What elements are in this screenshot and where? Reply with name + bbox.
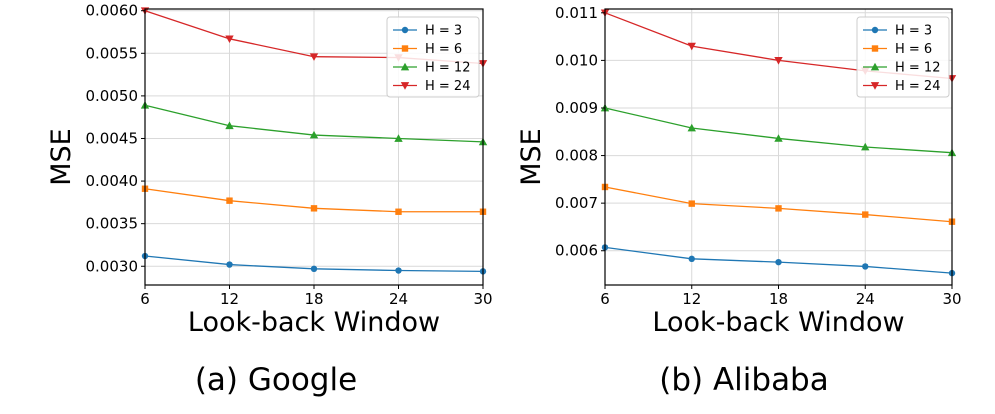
data-point: [862, 263, 869, 270]
legend-marker: [400, 62, 410, 71]
y-tick-label: 0.0040: [86, 172, 139, 190]
legend: H = 3 H = 6 H = 12 H = 24: [856, 16, 950, 98]
data-point: [394, 134, 403, 142]
data-point: [774, 134, 783, 142]
y-tick-label: 0.0030: [86, 257, 139, 275]
y-tick-label: 0.009: [555, 99, 598, 117]
legend-marker: [870, 82, 880, 90]
data-point: [862, 211, 869, 218]
legend-marker: [871, 45, 879, 52]
x-tick-label: 30: [942, 290, 961, 308]
y-axis-label: MSE: [516, 128, 547, 186]
x-tick-label: 18: [769, 290, 788, 308]
y-tick-label: 0.0060: [86, 2, 139, 20]
y-tick-label: 0.008: [555, 147, 598, 165]
y-tick-label: 0.0045: [86, 129, 139, 147]
y-tick-label: 0.006: [555, 242, 598, 260]
data-point: [861, 142, 870, 151]
data-point: [226, 197, 233, 204]
data-point: [225, 121, 234, 130]
legend-label: H = 6: [895, 42, 932, 57]
series-h3: [141, 252, 487, 275]
legend-label: H = 12: [895, 61, 940, 76]
data-point: [309, 130, 319, 139]
legend-item: H = 12: [393, 61, 470, 76]
legend-item: H = 12: [863, 61, 940, 76]
x-axis-label: Look-back Window: [188, 307, 440, 338]
chart-panel-1: 6 12 18 24 30 0.0030 0.0035 0.0040 0.0045 0.0050 0…: [46, 2, 493, 398]
legend-marker: [401, 45, 409, 52]
legend-label: H = 12: [425, 61, 470, 76]
data-point: [775, 258, 782, 266]
subfigure-caption: (b) Alibaba: [659, 362, 829, 398]
data-point: [395, 208, 402, 215]
x-tick-label: 6: [600, 290, 610, 308]
data-point: [774, 57, 783, 65]
subfigure-caption: (a) Google: [195, 362, 357, 398]
legend-marker: [401, 26, 409, 34]
x-tick-label: 24: [389, 290, 408, 308]
series-h12: [600, 103, 957, 157]
data-point: [687, 42, 696, 51]
data-point: [310, 205, 318, 212]
data-point: [395, 267, 402, 274]
legend-label: H = 6: [425, 42, 462, 57]
y-tick-label: 0.007: [555, 194, 598, 212]
legend-item: H = 24: [393, 79, 470, 94]
legend-item: H = 3: [393, 24, 462, 39]
x-tick-label: 12: [682, 290, 701, 308]
y-tick-label: 0.010: [555, 51, 598, 69]
data-point: [687, 123, 696, 132]
x-tick-label: 30: [473, 290, 492, 308]
y-tick-label: 0.011: [555, 4, 598, 22]
y-tick-label: 0.0055: [86, 44, 139, 62]
data-point: [226, 261, 233, 268]
legend-marker: [871, 26, 879, 34]
legend-label: H = 3: [425, 24, 462, 39]
chart-panel-2: 6 12 18 24 30 0.006 0.007 0.008 0.009 0.010 0.011 L…: [516, 4, 962, 398]
legend-item: H = 3: [863, 24, 932, 39]
y-axis-label: MSE: [46, 128, 77, 186]
data-point: [310, 265, 318, 273]
x-tick-label: 12: [220, 290, 239, 308]
y-tick-label: 0.0050: [86, 87, 139, 105]
y-tick-label: 0.0035: [86, 215, 139, 233]
legend-label: H = 24: [425, 79, 470, 94]
legend: H = 3 H = 6 H = 12 H = 24: [386, 16, 480, 98]
data-point: [775, 205, 782, 212]
legend-box: [386, 16, 480, 98]
legend-item: H = 6: [393, 42, 462, 57]
legend-item: H = 6: [863, 42, 932, 57]
data-point: [688, 200, 695, 207]
x-tick-label: 6: [140, 290, 150, 308]
legend-item: H = 24: [863, 79, 940, 94]
legend-label: H = 3: [895, 24, 932, 39]
x-tick-label: 18: [304, 290, 323, 308]
legend-marker: [400, 82, 410, 90]
x-tick-label: 24: [856, 290, 875, 308]
legend-box: [856, 16, 950, 98]
data-point: [225, 35, 234, 44]
legend-label: H = 24: [895, 79, 940, 94]
x-axis-label: Look-back Window: [652, 307, 904, 338]
data-point: [309, 53, 319, 61]
data-point: [688, 255, 695, 263]
series-h12: [140, 101, 488, 146]
legend-marker: [870, 62, 880, 71]
